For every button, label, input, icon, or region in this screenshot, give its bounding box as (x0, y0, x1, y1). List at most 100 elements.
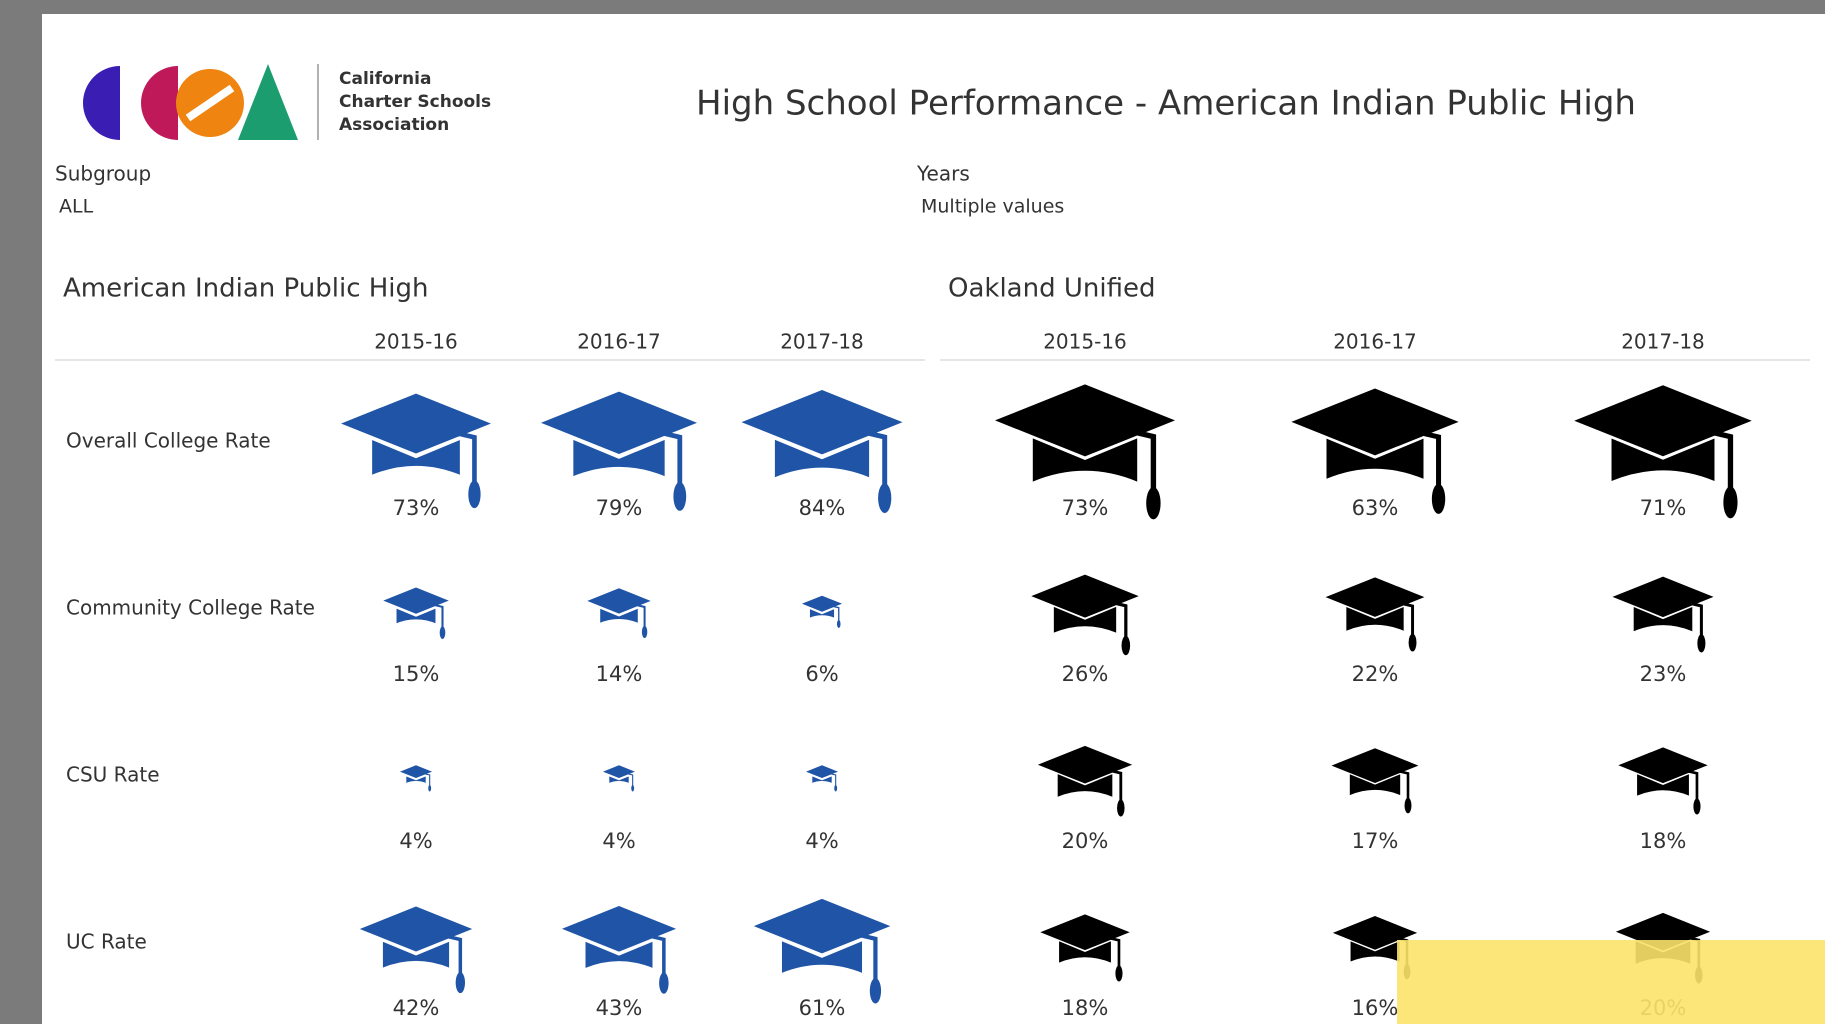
cap-board (1037, 745, 1133, 784)
value-label: 23% (1640, 662, 1687, 686)
grad-cap (804, 764, 840, 792)
cap-tassel (415, 927, 463, 976)
row-label: Overall College Rate (66, 429, 271, 453)
cap-crown (382, 941, 450, 969)
logo-text: Association (339, 115, 449, 135)
cap-crown (585, 941, 653, 969)
grad-cap (539, 391, 699, 511)
cap-crown (1326, 438, 1424, 479)
cap-tassel (1084, 417, 1157, 493)
cap-tassel-end (1693, 798, 1701, 815)
grad-cap (339, 393, 493, 509)
logo-text: Charter Schools (339, 92, 491, 112)
column-header: 2016-17 (1333, 330, 1417, 354)
cap-tassel (1374, 764, 1410, 801)
cap-tassel-end (468, 480, 481, 509)
row-label: CSU Rate (66, 763, 160, 787)
value-label: 71% (1640, 496, 1687, 520)
cap-tassel-end (1404, 797, 1412, 814)
cap-board (358, 906, 475, 953)
cap-tassel (1084, 763, 1123, 803)
value-label: 4% (602, 829, 635, 853)
cap-tassel-end (1408, 633, 1417, 652)
highlight-overlay (1397, 940, 1825, 1024)
panel-title: Oakland Unified (948, 274, 1155, 304)
dashboard-title: High School Performance - American India… (696, 84, 1636, 124)
cap-crown (1350, 941, 1400, 962)
column-header: 2015-16 (374, 330, 458, 354)
value-label: 84% (799, 496, 846, 520)
cap-tassel (821, 924, 878, 983)
cap-crown (1349, 774, 1401, 796)
cap-tassel (1084, 930, 1121, 969)
value-label: 15% (393, 662, 440, 686)
cap-crown (1032, 438, 1138, 482)
cap-board (1331, 748, 1419, 783)
cap-tassel (1662, 763, 1699, 802)
cap-board (995, 384, 1175, 457)
logo-s-stroke (185, 84, 235, 122)
cap-tassel-end (1146, 487, 1161, 520)
grad-cap (995, 384, 1175, 520)
row-label: UC Rate (66, 930, 147, 954)
cap-tassel (821, 419, 888, 489)
cap-crown (1059, 941, 1111, 963)
cap-tassel-end (659, 972, 669, 994)
cap-crown (1637, 774, 1689, 796)
value-label: 20% (1062, 829, 1109, 853)
cap-board (381, 587, 451, 615)
grad-cap (1612, 576, 1714, 653)
cap-tassel-end (1431, 483, 1446, 514)
grad-cap (398, 764, 434, 792)
grad-cap (1291, 388, 1459, 514)
panel-title: American Indian Public High (63, 274, 429, 304)
filter-value[interactable]: Multiple values (921, 196, 1064, 218)
cap-tassel-end (869, 978, 882, 1004)
cap-crown (396, 608, 436, 625)
cap-tassel-end (836, 620, 841, 628)
cap-tassel (1084, 594, 1128, 640)
cap-board (539, 391, 699, 455)
grad-cap (1037, 745, 1133, 817)
cap-tassel-end (1115, 965, 1123, 982)
value-label: 17% (1352, 829, 1399, 853)
column-header: 2017-18 (1621, 330, 1705, 354)
value-label: 22% (1352, 662, 1399, 686)
value-label: 61% (799, 996, 846, 1020)
filter-label: Subgroup (55, 162, 151, 186)
value-label: 18% (1640, 829, 1687, 853)
grad-cap (752, 898, 893, 1004)
column-header: 2015-16 (1043, 330, 1127, 354)
cap-tassel-end (834, 785, 838, 792)
cap-crown (774, 439, 870, 479)
value-label: 4% (805, 829, 838, 853)
cap-tassel (415, 421, 477, 486)
cap-tassel (1662, 418, 1734, 492)
cap-tassel-end (439, 626, 446, 639)
logo-c2 (141, 66, 178, 140)
cap-tassel-end (428, 785, 432, 792)
cap-crown (599, 608, 638, 624)
value-label: 14% (596, 662, 643, 686)
value-label: 26% (1062, 662, 1109, 686)
cap-tassel-end (673, 482, 687, 511)
cap-tassel-end (1723, 486, 1738, 519)
cap-tassel (618, 599, 646, 628)
cap-tassel (415, 599, 444, 629)
cap-tassel-end (878, 483, 892, 513)
cap-tassel-end (1121, 635, 1131, 656)
cap-crown (371, 439, 460, 476)
cap-tassel (1374, 595, 1415, 637)
value-label: 18% (1062, 996, 1109, 1020)
cap-board (1612, 576, 1714, 618)
cap-tassel-end (455, 972, 466, 994)
cap-board (1291, 388, 1459, 456)
logo-text: California (339, 69, 431, 89)
logo: California Charter Schools Association (83, 64, 491, 140)
column-header: 2017-18 (780, 330, 864, 354)
filter-label: Years (916, 162, 970, 186)
logo-c1 (83, 66, 120, 140)
cap-board (740, 389, 905, 455)
filter-value[interactable]: ALL (59, 196, 94, 218)
